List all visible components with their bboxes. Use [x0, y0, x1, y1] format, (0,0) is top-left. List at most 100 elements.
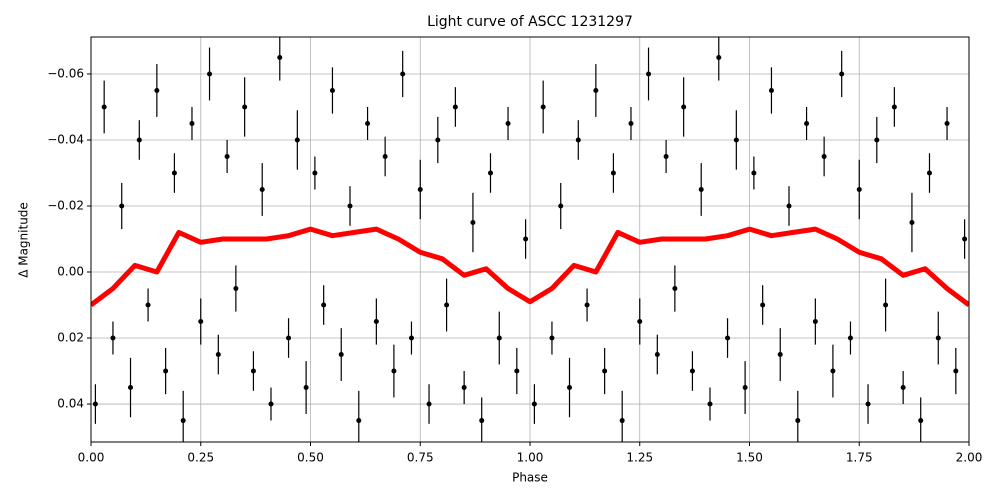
x-tick-label: 0.25 — [187, 451, 214, 465]
data-point — [918, 418, 924, 424]
data-point — [742, 385, 748, 391]
data-point — [444, 302, 450, 308]
data-point — [207, 71, 213, 77]
data-point — [145, 302, 151, 308]
data-point — [935, 335, 941, 341]
data-point — [962, 236, 968, 242]
data-point — [733, 137, 739, 143]
x-tick-label: 1.25 — [626, 451, 653, 465]
x-tick-label: 1.50 — [736, 451, 763, 465]
data-point — [496, 335, 502, 341]
x-axis-label: Phase — [512, 471, 548, 485]
data-point — [637, 319, 643, 325]
y-axis-label: Δ Magnitude — [17, 202, 31, 278]
data-point — [417, 186, 423, 192]
data-point — [277, 54, 283, 60]
data-point — [373, 319, 379, 325]
data-point — [663, 153, 669, 159]
data-point — [830, 368, 836, 374]
data-point — [909, 220, 915, 226]
data-point — [593, 87, 599, 93]
data-point — [821, 153, 827, 159]
data-point — [883, 302, 889, 308]
data-point — [487, 170, 493, 176]
x-tick-label: 0.00 — [78, 451, 105, 465]
data-point — [408, 335, 414, 341]
data-point — [900, 385, 906, 391]
data-point — [250, 368, 256, 374]
data-point — [786, 203, 792, 209]
data-point — [224, 153, 230, 159]
data-point — [479, 418, 485, 424]
data-point — [119, 203, 125, 209]
data-point — [523, 236, 529, 242]
data-point — [654, 352, 660, 358]
data-point — [347, 203, 353, 209]
data-point — [101, 104, 107, 110]
y-tick-label: 0.04 — [57, 397, 84, 411]
data-point — [795, 418, 801, 424]
data-point — [128, 385, 134, 391]
data-point — [136, 137, 142, 143]
x-tick-label: 1.75 — [846, 451, 873, 465]
data-point — [163, 368, 169, 374]
data-point — [382, 153, 388, 159]
plot-frame — [90, 36, 970, 443]
x-tick-label: 2.00 — [956, 451, 983, 465]
data-point — [953, 368, 959, 374]
data-point — [628, 120, 634, 126]
data-point — [891, 104, 897, 110]
data-point — [426, 401, 432, 407]
y-tick-label: −0.04 — [47, 132, 84, 146]
data-point — [400, 71, 406, 77]
data-point — [452, 104, 458, 110]
data-point — [180, 418, 186, 424]
x-tick-label: 0.50 — [297, 451, 324, 465]
x-tick-label: 1.00 — [517, 451, 544, 465]
data-point — [198, 319, 204, 325]
data-point — [610, 170, 616, 176]
data-point — [514, 368, 520, 374]
y-tick-label: 0.02 — [57, 331, 84, 345]
plot-area — [91, 37, 969, 442]
data-point — [804, 120, 810, 126]
data-point — [619, 418, 625, 424]
data-point — [698, 186, 704, 192]
data-point — [681, 104, 687, 110]
data-point — [312, 170, 318, 176]
chart-title: Light curve of ASCC 1231297 — [427, 14, 633, 30]
data-point — [356, 418, 362, 424]
data-point — [944, 120, 950, 126]
y-tick-label: −0.02 — [47, 198, 84, 212]
trend-line — [91, 226, 969, 308]
data-point — [215, 352, 221, 358]
data-point — [171, 170, 177, 176]
data-point — [584, 302, 590, 308]
data-point — [531, 401, 537, 407]
data-point — [567, 385, 573, 391]
data-point — [847, 335, 853, 341]
data-point — [259, 186, 265, 192]
data-point — [505, 120, 511, 126]
data-point — [461, 385, 467, 391]
data-point — [856, 186, 862, 192]
data-point — [268, 401, 274, 407]
data-point — [549, 335, 555, 341]
data-point — [646, 71, 652, 77]
x-tick-label: 0.75 — [407, 451, 434, 465]
data-point — [865, 401, 871, 407]
y-tick-label: −0.06 — [47, 66, 84, 80]
data-point — [725, 335, 731, 341]
data-point — [540, 104, 546, 110]
data-point — [329, 87, 335, 93]
y-tick-label: 0.00 — [57, 265, 84, 279]
data-point — [602, 368, 608, 374]
data-point — [760, 302, 766, 308]
data-point — [777, 352, 783, 358]
data-point — [558, 203, 564, 209]
data-point — [391, 368, 397, 374]
data-point — [92, 401, 98, 407]
data-point — [874, 137, 880, 143]
data-point — [672, 286, 678, 292]
